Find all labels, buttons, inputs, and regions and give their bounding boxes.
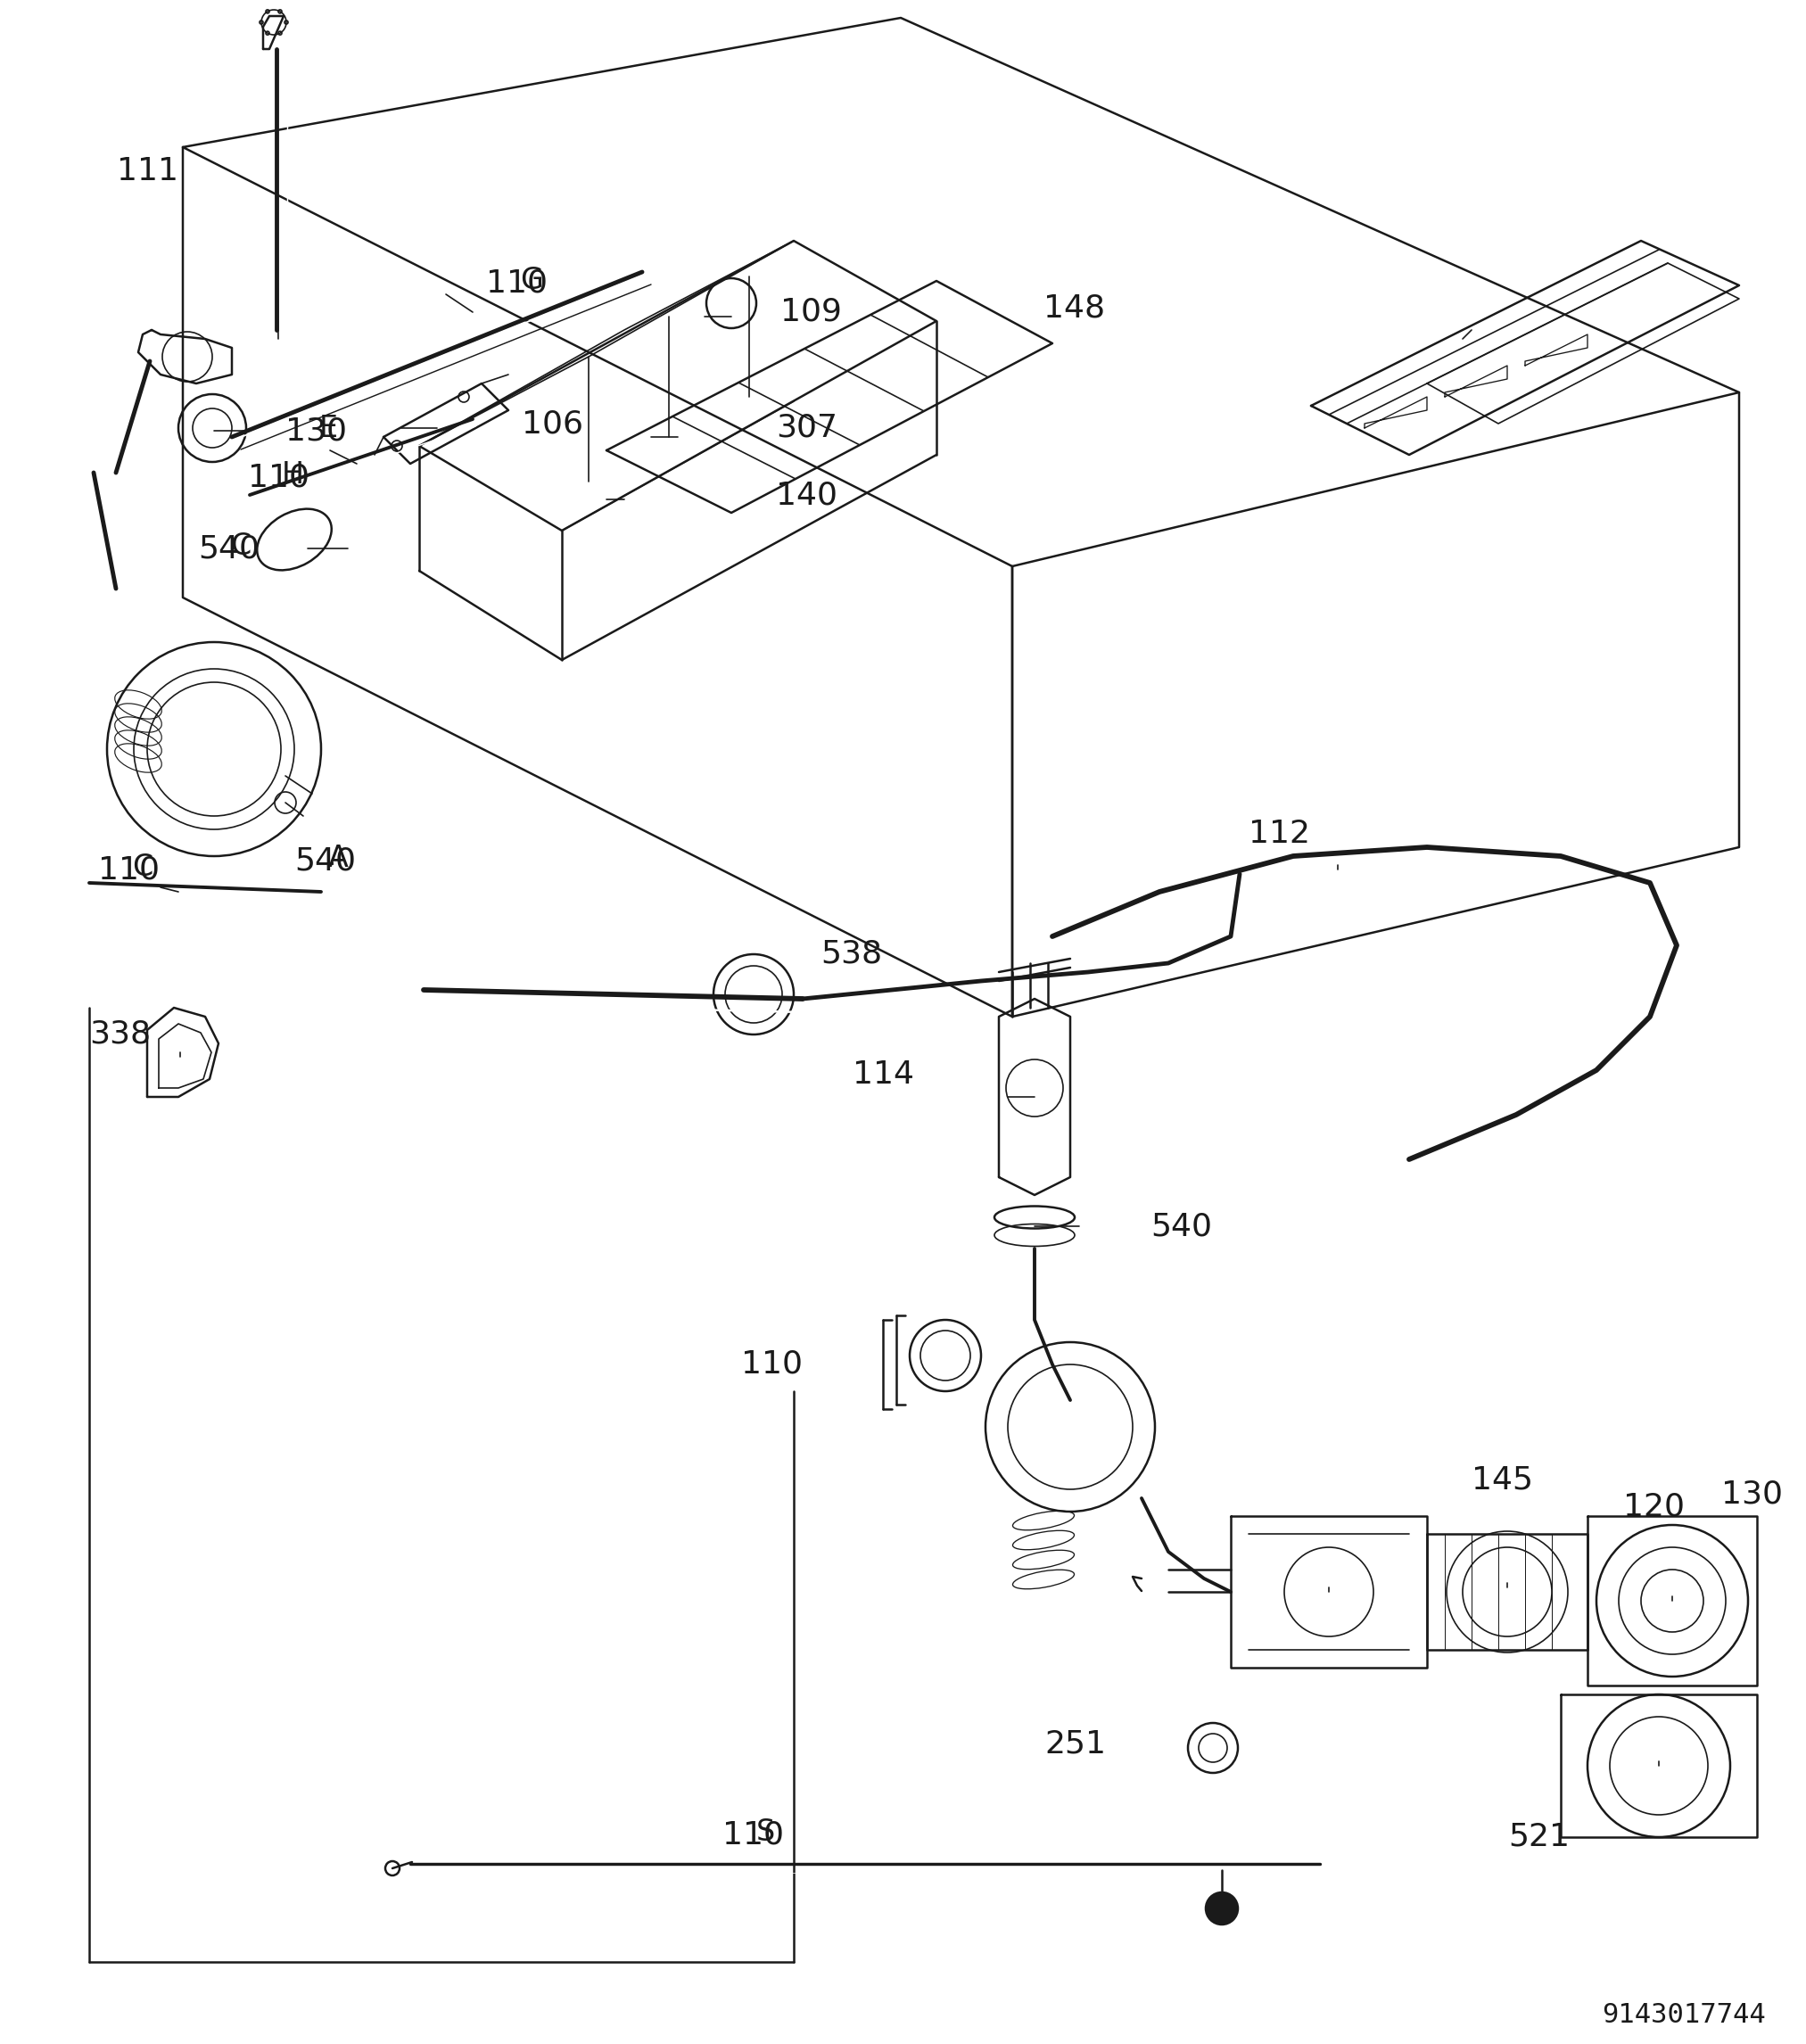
- Text: 130: 130: [285, 415, 347, 446]
- Text: 140: 140: [777, 480, 838, 511]
- Text: 540: 540: [294, 846, 356, 875]
- Text: 148: 148: [1044, 292, 1105, 323]
- Text: 106: 106: [522, 409, 583, 439]
- Text: 110: 110: [722, 1819, 784, 1850]
- Text: 145: 145: [1472, 1466, 1533, 1496]
- Text: C: C: [229, 531, 251, 560]
- Text: 538: 538: [820, 938, 881, 969]
- Circle shape: [1206, 1893, 1237, 1925]
- Text: 338: 338: [88, 1020, 152, 1051]
- Text: 112: 112: [1248, 820, 1309, 848]
- Text: 521: 521: [1508, 1821, 1569, 1852]
- Text: S: S: [757, 1817, 775, 1848]
- Text: H: H: [282, 460, 303, 489]
- Text: 9143017744: 9143017744: [1602, 2003, 1766, 2028]
- Text: G: G: [520, 266, 544, 294]
- Text: 251: 251: [1044, 1729, 1105, 1758]
- Text: 540: 540: [199, 533, 260, 564]
- Text: 110: 110: [98, 854, 159, 885]
- Text: 540: 540: [1150, 1210, 1212, 1241]
- Text: 111: 111: [117, 155, 179, 186]
- Text: 109: 109: [780, 296, 842, 327]
- Text: E: E: [320, 413, 338, 444]
- Text: 110: 110: [740, 1349, 802, 1380]
- Text: 110: 110: [486, 268, 547, 298]
- Text: 307: 307: [777, 413, 838, 444]
- Text: 114: 114: [852, 1059, 914, 1089]
- Text: 110: 110: [247, 462, 309, 493]
- Text: C: C: [132, 852, 154, 881]
- Text: 120: 120: [1624, 1492, 1685, 1523]
- Text: 130: 130: [1721, 1478, 1783, 1508]
- Text: A: A: [329, 844, 349, 873]
